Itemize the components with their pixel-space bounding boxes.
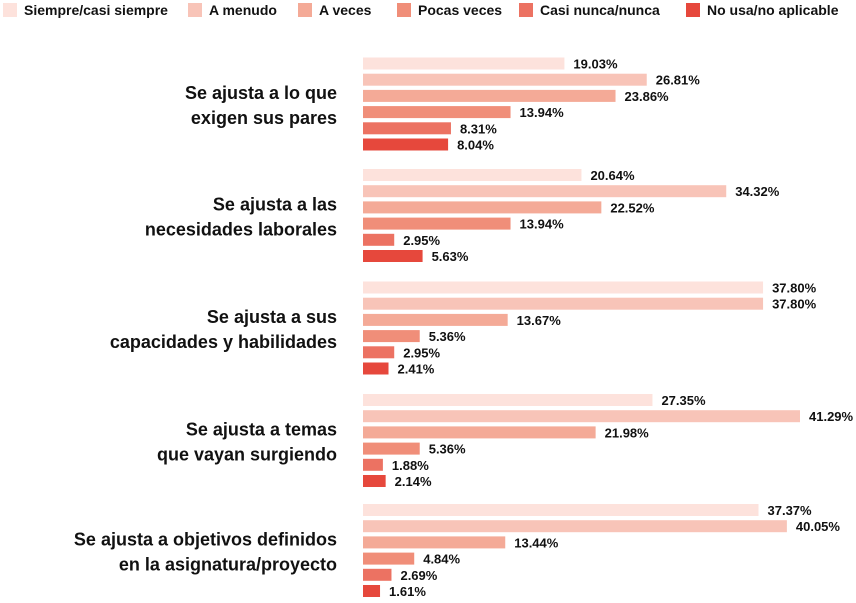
value-label: 8.31% — [460, 121, 497, 136]
value-label: 4.84% — [423, 552, 460, 567]
legend-label: Siempre/casi siempre — [24, 2, 168, 18]
legend-label: A menudo — [209, 2, 277, 18]
value-label: 2.69% — [400, 568, 437, 583]
value-label: 22.52% — [610, 200, 655, 215]
legend-swatch — [519, 3, 533, 17]
legend-item-casi-nunca-nunca: Casi nunca/nunca — [519, 2, 660, 18]
value-label: 1.88% — [392, 458, 429, 473]
legend-label: No usa/no aplicable — [707, 2, 839, 18]
bar-no-usa-no-aplicable — [363, 138, 449, 151]
category-label: Se ajusta a temas que vayan surgiendo — [157, 420, 337, 465]
bar-a-menudo — [363, 185, 727, 198]
value-label: 13.94% — [520, 105, 565, 120]
legend-item-a-veces: A veces — [298, 2, 372, 18]
legend: Siempre/casi siempre A menudo A veces Pocas… — [3, 2, 839, 18]
value-label: 37.80% — [772, 281, 817, 296]
bar-no-usa-no-aplicable — [363, 250, 423, 262]
value-label: 41.29% — [809, 409, 854, 424]
bar-siempre-casi-siempre — [363, 57, 565, 70]
bar-pocas-veces — [363, 217, 511, 230]
bar-a-menudo — [363, 73, 647, 86]
value-label: 13.94% — [520, 217, 565, 232]
bar-pocas-veces — [363, 106, 511, 119]
legend-label: Casi nunca/nunca — [540, 2, 660, 18]
legend-item-no-usa-no-aplicable: No usa/no aplicable — [686, 2, 839, 18]
value-label: 8.04% — [457, 138, 494, 153]
category-group-4: 27.35% 41.29% 21.98% 5.36%1.88%2.14% Se ajus… — [157, 393, 854, 489]
bar-casi-nunca-nunca — [363, 233, 395, 246]
value-label: 27.35% — [661, 393, 706, 408]
bar-pocas-veces — [363, 330, 420, 343]
value-label: 5.36% — [429, 442, 466, 457]
legend-swatch — [298, 3, 312, 17]
bar-no-usa-no-aplicable — [363, 585, 381, 597]
value-label: 2.95% — [403, 345, 440, 360]
value-label: 26.81% — [656, 73, 701, 88]
legend-item-a-menudo: A menudo — [188, 2, 277, 18]
category-label: Se ajusta a objetivos definidos en la asi… — [74, 530, 337, 575]
value-label: 37.37% — [768, 503, 813, 518]
bar-siempre-casi-siempre — [363, 281, 764, 294]
bar-pocas-veces — [363, 552, 415, 565]
value-label: 5.36% — [429, 329, 466, 344]
legend-swatch — [188, 3, 202, 17]
legend-label: Pocas veces — [418, 2, 502, 18]
value-label: 20.64% — [590, 168, 635, 183]
bar-a-veces — [363, 426, 596, 439]
value-label: 5.63% — [432, 249, 469, 264]
bar-siempre-casi-siempre — [363, 169, 582, 181]
category-label: Se ajusta a sus capacidades y habilidades — [110, 307, 337, 352]
bar-a-veces — [363, 89, 616, 102]
bar-pocas-veces — [363, 442, 420, 455]
category-group-2: 20.64% 34.32% 22.52% 13.94% 2.95%5.63% Se aju… — [145, 168, 780, 264]
value-label: 37.80% — [772, 297, 817, 312]
plot-area: 19.03% 26.81%23.86% 13.94% 8.31% 8.04% Se aju… — [74, 57, 854, 600]
category-label: Se ajusta a las necesidades laborales — [145, 195, 337, 240]
value-label: 13.67% — [517, 313, 562, 328]
category-group-5: 37.37%40.05% 13.44% 4.84%2.69%1.61% Se ajus… — [74, 503, 840, 599]
value-label: 2.95% — [403, 233, 440, 248]
value-label: 21.98% — [605, 425, 650, 440]
bar-no-usa-no-aplicable — [363, 362, 389, 375]
bar-casi-nunca-nunca — [363, 568, 392, 581]
bar-casi-nunca-nunca — [363, 458, 383, 471]
legend-swatch — [397, 3, 411, 17]
bar-a-veces — [363, 313, 508, 326]
value-label: 2.14% — [395, 474, 432, 489]
bar-casi-nunca-nunca — [363, 122, 451, 135]
legend-swatch — [3, 3, 17, 17]
bar-siempre-casi-siempre — [363, 394, 653, 406]
value-label: 19.03% — [573, 57, 618, 72]
bar-no-usa-no-aplicable — [363, 475, 386, 487]
value-label: 40.05% — [796, 519, 841, 534]
bar-a-menudo — [363, 520, 787, 533]
value-label: 23.86% — [625, 89, 670, 104]
category-group-3: 37.80%37.80% 13.67% 5.36%2.95% 2.41% Se ajus… — [110, 281, 817, 377]
legend-item-pocas-veces: Pocas veces — [397, 2, 502, 18]
bar-casi-nunca-nunca — [363, 346, 395, 359]
bar-a-veces — [363, 536, 506, 549]
category-group-1: 19.03% 26.81%23.86% 13.94% 8.31% 8.04% Se aju… — [185, 57, 700, 153]
legend-label: A veces — [319, 2, 372, 18]
value-label: 34.32% — [735, 184, 780, 199]
bar-a-veces — [363, 201, 602, 214]
category-label: Se ajusta a lo que exigen sus pares — [185, 83, 337, 128]
bar-siempre-casi-siempre — [363, 504, 759, 516]
bar-a-menudo — [363, 410, 800, 423]
value-label: 13.44% — [514, 535, 559, 550]
bar-a-menudo — [363, 297, 764, 310]
legend-swatch — [686, 3, 700, 17]
legend-item-siempre-casi-siempre: Siempre/casi siempre — [3, 2, 168, 18]
value-label: 1.61% — [389, 584, 426, 599]
value-label: 2.41% — [398, 362, 435, 377]
